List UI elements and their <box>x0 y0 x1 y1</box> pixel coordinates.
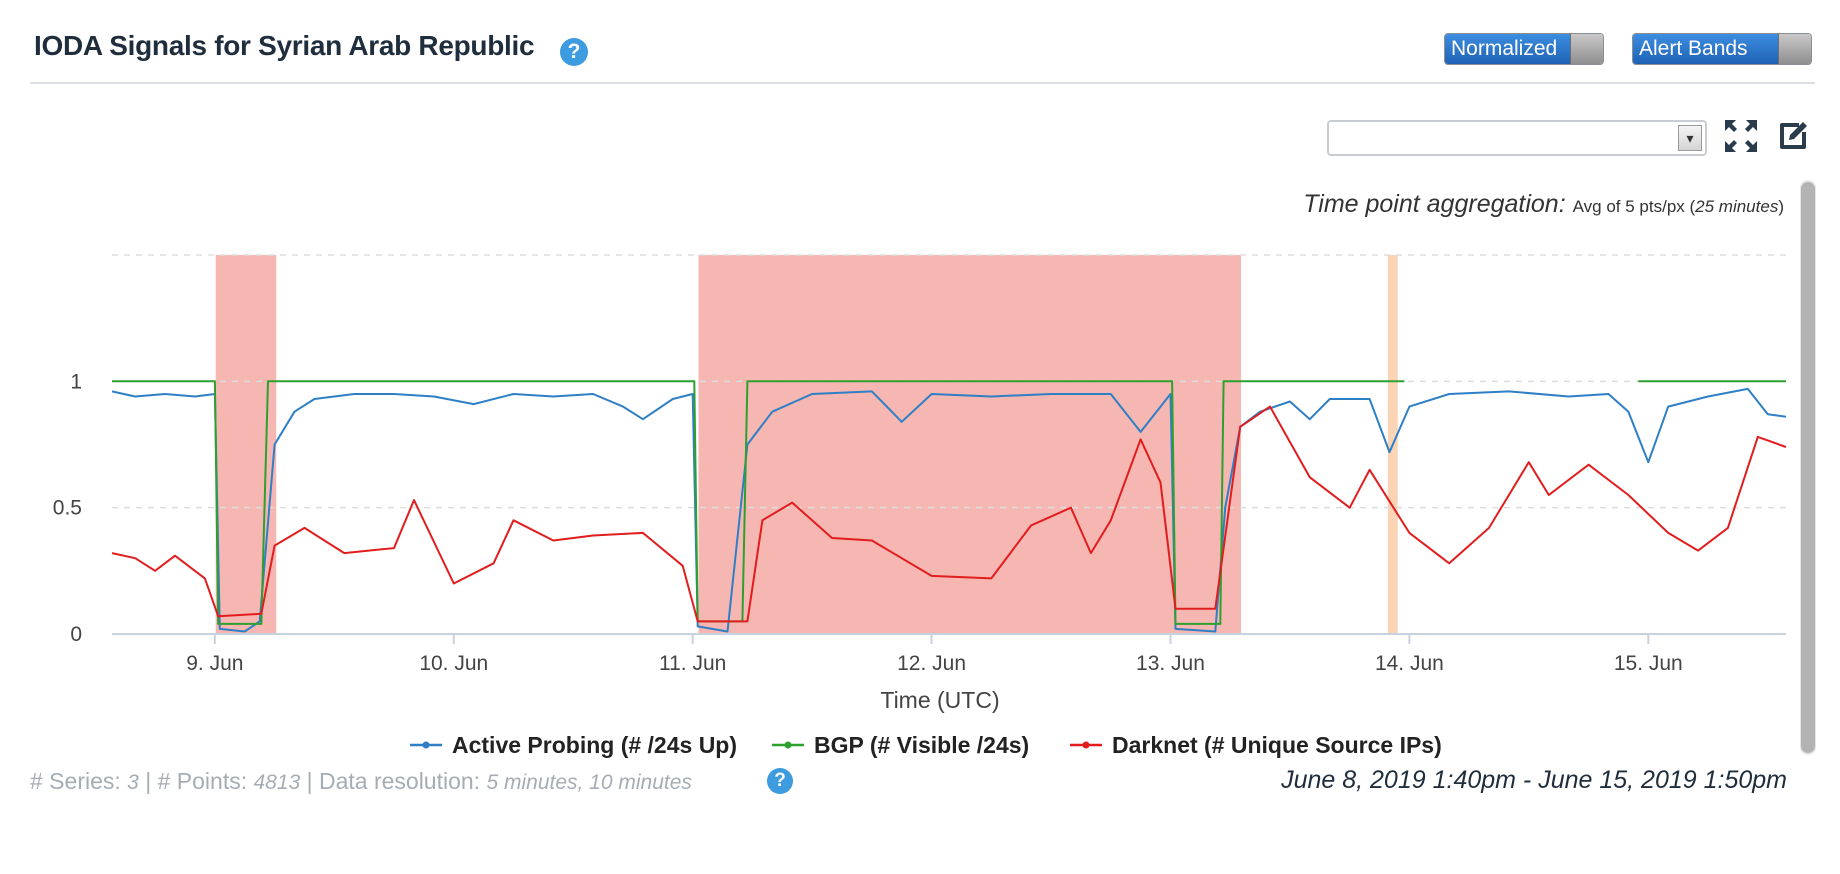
chart-series <box>111 380 1787 633</box>
page-title: IODA Signals for Syrian Arab Republic <box>34 30 535 61</box>
chart-legend: Active Probing (# /24s Up) BGP (# Visible… <box>410 732 1442 758</box>
legend-marker <box>1082 741 1090 749</box>
series-line-2 <box>111 405 1787 623</box>
chevron-down-icon[interactable]: ▾ <box>1678 125 1702 151</box>
points-count: 4813 <box>253 771 301 794</box>
toggle-knob <box>1570 34 1603 64</box>
aggregation-label: Time point aggregation: <box>1303 190 1566 218</box>
resolution-value: 5 minutes, 10 minutes <box>486 771 692 794</box>
chart-axes: 0 0.5 1 9. Jun 10. Jun 11. Jun 12. Jun 13. Jun 1… <box>53 370 1786 713</box>
aggregation-info: Time point aggregation: Avg of 5 pts/px … <box>1303 190 1784 219</box>
toggle-knob <box>1778 34 1811 64</box>
series-count: 3 <box>127 771 139 794</box>
x-tick-label: 9. Jun <box>186 652 243 675</box>
alert-bands-toggle[interactable]: Alert Bands <box>1632 33 1812 65</box>
alert-bands-toggle-label: Alert Bands <box>1633 34 1778 64</box>
signal-select[interactable]: ▾ <box>1327 120 1707 156</box>
alert-bands <box>215 255 1398 634</box>
x-tick-label: 11. Jun <box>659 652 726 675</box>
stats-divider: | <box>306 768 313 794</box>
series-line-0 <box>111 387 1787 633</box>
points-label: # Points: <box>157 768 248 794</box>
resolution-label: Data resolution: <box>318 768 481 794</box>
y-tick-label: 0.5 <box>53 497 82 520</box>
chart-stats: # Series: 3 | # Points: 4813 | Data reso… <box>30 768 692 795</box>
edit-icon[interactable] <box>1775 118 1811 154</box>
aggregation-detail-prefix: Avg of 5 pts/px ( <box>1572 197 1696 216</box>
legend-item-label: Active Probing (# /24s Up) <box>452 732 737 758</box>
legend-marker <box>422 741 430 749</box>
header-divider <box>30 82 1815 84</box>
x-tick-label: 15. Jun <box>1614 652 1683 675</box>
normalized-toggle-label: Normalized <box>1445 34 1570 64</box>
series-label: # Series: <box>30 768 121 794</box>
x-axis-title: Time (UTC) <box>880 687 999 713</box>
x-tick-label: 12. Jun <box>897 652 966 675</box>
legend-item-label: Darknet (# Unique Source IPs) <box>1112 732 1442 758</box>
stats-divider: | <box>145 768 152 794</box>
date-range: June 8, 2019 1:40pm - June 15, 2019 1:50… <box>1281 766 1787 794</box>
aggregation-detail-italic: 25 minutes <box>1695 197 1779 216</box>
normalized-toggle[interactable]: Normalized <box>1444 33 1604 65</box>
help-icon[interactable]: ? <box>767 768 793 794</box>
x-tick-label: 10. Jun <box>419 652 488 675</box>
alert-band-critical <box>698 255 1241 634</box>
aggregation-detail-suffix: ) <box>1778 197 1784 216</box>
x-tick-label: 13. Jun <box>1136 652 1205 675</box>
y-tick-label: 1 <box>70 370 82 393</box>
fullscreen-icon[interactable] <box>1723 118 1759 154</box>
x-tick-label: 14. Jun <box>1375 652 1444 675</box>
legend-marker <box>784 741 792 749</box>
legend-item-label: BGP (# Visible /24s) <box>814 732 1029 758</box>
help-icon[interactable]: ? <box>560 38 588 66</box>
chart-scrollbar-thumb[interactable] <box>1801 182 1815 753</box>
y-tick-label: 0 <box>70 623 82 646</box>
